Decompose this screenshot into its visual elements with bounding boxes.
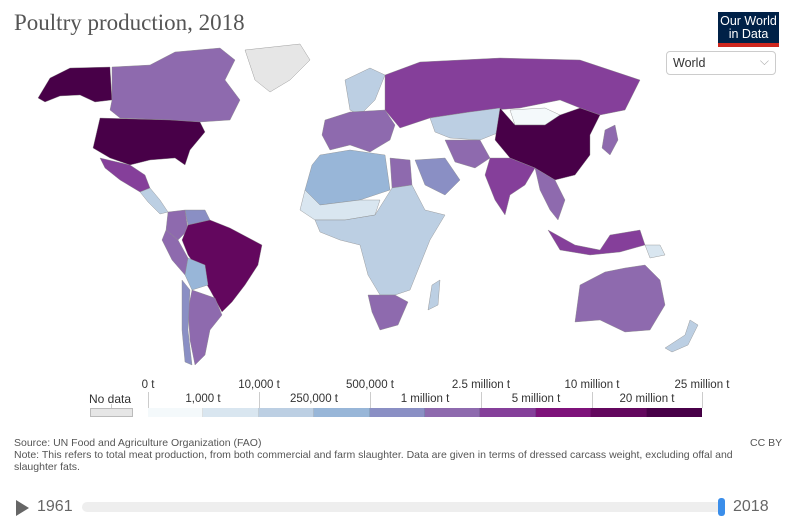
legend-tick xyxy=(370,392,371,408)
legend-bin[interactable] xyxy=(646,408,702,417)
timeline-track[interactable] xyxy=(82,502,725,512)
legend-tick xyxy=(481,392,482,408)
country-united-states[interactable] xyxy=(92,117,206,166)
country-southeast-asia[interactable] xyxy=(534,167,566,221)
country-indonesia[interactable] xyxy=(547,229,646,256)
source-note: Source: UN Food and Agriculture Organiza… xyxy=(14,437,744,473)
country-bolivia[interactable] xyxy=(184,257,209,291)
timeline-handle[interactable] xyxy=(718,498,725,516)
legend-bin[interactable] xyxy=(258,408,315,417)
chevron-down-icon: ⌵ xyxy=(759,54,769,68)
legend-tick xyxy=(592,392,593,408)
country-colombia[interactable] xyxy=(165,209,189,241)
country-japan[interactable] xyxy=(601,124,619,156)
owid-logo[interactable]: Our World in Data xyxy=(718,12,779,47)
country-south-africa[interactable] xyxy=(367,294,409,331)
country-sub-saharan-africa[interactable] xyxy=(314,184,446,296)
country-egypt[interactable] xyxy=(389,157,413,189)
legend-tick xyxy=(259,392,260,408)
country-iran[interactable] xyxy=(444,139,491,169)
country-alaska[interactable] xyxy=(37,66,113,103)
legend-no-data-label: No data xyxy=(89,392,132,406)
legend-color-bar xyxy=(148,408,702,417)
play-icon[interactable] xyxy=(16,500,29,516)
legend-tick-label: 250,000 t xyxy=(290,393,338,405)
legend-bin[interactable] xyxy=(369,408,425,417)
timeline-start-year: 1961 xyxy=(37,498,73,515)
legend-tick-label: 2.5 million t xyxy=(451,379,511,391)
logo-accent-bar xyxy=(718,43,779,47)
country-brazil[interactable] xyxy=(181,219,263,313)
source-text: Source: UN Food and Agriculture Organiza… xyxy=(14,437,262,449)
legend-bin[interactable] xyxy=(203,408,259,417)
legend-bin[interactable] xyxy=(480,408,536,417)
legend-tick-label: 10,000 t xyxy=(238,379,280,391)
legend-tick-label: 500,000 t xyxy=(346,379,394,391)
legend-tick-label: 25 million t xyxy=(674,379,730,391)
country-europe-west[interactable] xyxy=(321,109,396,153)
country-north-africa[interactable] xyxy=(304,149,391,206)
country-greenland[interactable] xyxy=(244,43,311,93)
note-text: Note: This refers to total meat producti… xyxy=(14,449,733,473)
legend-bin[interactable] xyxy=(424,408,481,417)
legend-tick xyxy=(111,404,112,408)
legend-bin[interactable] xyxy=(314,408,370,417)
legend-no-data-swatch[interactable] xyxy=(90,408,133,417)
country-central-america[interactable] xyxy=(139,187,169,215)
logo-line-1: Our World xyxy=(720,14,777,28)
country-kazakhstan[interactable] xyxy=(429,107,506,141)
legend-tick-label: 10 million t xyxy=(564,379,620,391)
country-papua-new-guinea[interactable] xyxy=(644,244,666,259)
chart-title: Poultry production, 2018 xyxy=(14,10,245,35)
legend-tick-label: 1 million t xyxy=(400,393,450,405)
country-scandinavia[interactable] xyxy=(344,67,386,116)
legend-tick xyxy=(702,392,703,408)
legend-tick-label: 1,000 t xyxy=(185,393,221,405)
country-saudi-arabia[interactable] xyxy=(414,157,461,196)
timeline: 1961 2018 xyxy=(14,498,779,518)
logo-line-2: in Data xyxy=(728,27,769,41)
country-chile[interactable] xyxy=(181,279,193,366)
legend-bin[interactable] xyxy=(535,408,592,417)
legend-tick xyxy=(148,392,149,408)
region-select[interactable]: World ⌵ xyxy=(666,51,776,75)
legend-tick-label: 20 million t xyxy=(619,393,675,405)
legend-tick-label: 5 million t xyxy=(511,393,561,405)
country-new-zealand[interactable] xyxy=(664,319,699,353)
license-link[interactable]: CC BY xyxy=(750,437,783,449)
timeline-end-year: 2018 xyxy=(733,498,769,515)
country-canada[interactable] xyxy=(109,47,241,123)
legend-bin[interactable] xyxy=(591,408,647,417)
country-madagascar[interactable] xyxy=(427,279,441,311)
country-australia[interactable] xyxy=(574,264,666,333)
region-select-value: World xyxy=(673,56,706,70)
country-india[interactable] xyxy=(484,157,536,216)
legend-tick-label: 0 t xyxy=(141,379,155,391)
world-map xyxy=(37,43,699,366)
legend-bin[interactable] xyxy=(148,408,204,417)
